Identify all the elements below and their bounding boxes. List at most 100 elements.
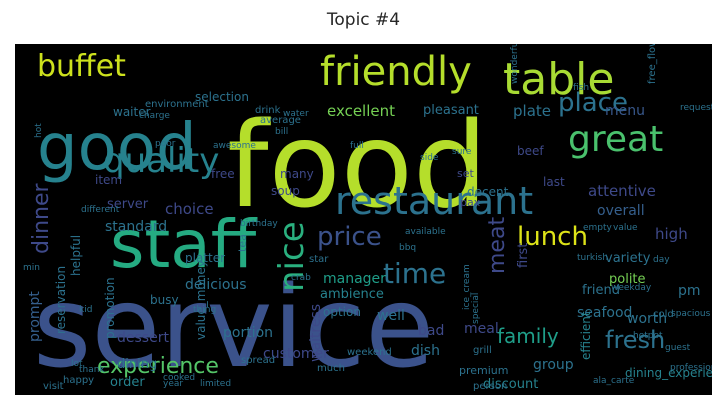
word-time: time <box>383 257 447 290</box>
word-birthday: birthday <box>240 219 278 229</box>
word-different: different <box>81 205 120 215</box>
word-dining-experience: dining_experience <box>625 366 712 380</box>
word-kid: kid <box>79 305 93 315</box>
word-hot: hot <box>34 123 44 138</box>
word-restaurant: restaurant <box>335 179 534 223</box>
word-soup: soup <box>271 184 300 198</box>
word-price: price <box>317 222 382 252</box>
word-customer: customer <box>263 346 329 362</box>
word-fish: fish <box>573 83 590 93</box>
word-portion: portion <box>223 325 274 341</box>
word-good: good <box>37 111 197 185</box>
word-decent: decent <box>467 185 509 199</box>
word-dining: dining <box>117 357 158 372</box>
word-drink: drink <box>255 105 281 116</box>
word-sure: sure <box>452 147 472 157</box>
word-item: item <box>95 173 123 187</box>
word-food: food <box>227 96 488 234</box>
word-meat: meat <box>485 216 510 274</box>
word-overall: overall <box>597 203 645 219</box>
word-variety: variety <box>605 251 651 266</box>
word-selection: selection <box>195 90 249 104</box>
word-bad: bad <box>418 323 445 339</box>
word-weekend: weekend <box>347 347 392 358</box>
word-buffet: buffet <box>37 49 126 84</box>
word-full: full <box>350 141 364 151</box>
word-plate: plate <box>513 102 551 120</box>
word-first: first <box>516 242 531 268</box>
word-value: value <box>613 223 638 233</box>
word-poor: poor <box>155 139 176 149</box>
word-many: many <box>280 167 314 181</box>
word-empty: empty <box>583 223 612 233</box>
word-spread: spread <box>241 355 276 366</box>
word-spacious: spacious <box>671 309 711 319</box>
word-crab: crab <box>291 273 311 283</box>
word-day: day <box>653 255 670 265</box>
word-place: place <box>558 88 628 118</box>
word-last: last <box>543 175 565 189</box>
word-staff: staff <box>110 206 257 283</box>
word-high: high <box>655 225 688 243</box>
word-beef: beef <box>517 144 544 158</box>
word-well: well <box>377 308 405 324</box>
word-dessert: dessert <box>117 330 169 346</box>
word-seafood: seafood <box>577 305 633 321</box>
word-server: server <box>107 197 149 212</box>
word-option: option <box>323 305 361 319</box>
word-year: year <box>163 379 184 389</box>
word-standard: standard <box>105 219 168 235</box>
word-table: table <box>503 54 615 105</box>
word-hotpot: hotpot <box>633 331 663 341</box>
word-special: special <box>471 292 481 324</box>
word-thank: thank <box>79 365 105 375</box>
word-side: side <box>420 153 439 163</box>
word-min: min <box>23 263 40 273</box>
word-manager: manager <box>323 271 386 287</box>
word-free: free <box>211 167 235 181</box>
word-helpful: helpful <box>69 234 83 276</box>
word-free-flow: free_flow <box>647 44 658 84</box>
word-limited: limited <box>200 379 232 389</box>
word-order: order <box>110 375 145 390</box>
word-choice: choice <box>165 200 214 218</box>
word-fresh: fresh <box>605 326 666 354</box>
word-ambience: ambience <box>320 287 384 302</box>
word-prompt: prompt <box>27 291 43 342</box>
word-attentive: attentive <box>588 182 656 200</box>
word-person: person <box>473 381 508 392</box>
word-busy: busy <box>150 293 179 307</box>
word-dish: dish <box>411 343 440 359</box>
word-premium: premium <box>459 364 509 377</box>
word-promotion: promotion <box>103 277 117 339</box>
word-grill: grill <box>473 345 492 356</box>
word-awesome: awesome <box>213 141 256 151</box>
word-waiter: waiter <box>113 105 151 119</box>
word-meal: meal <box>464 321 499 337</box>
word-request: request <box>680 103 712 113</box>
word-menu: menu <box>605 103 645 119</box>
word-cold: cold <box>653 309 674 320</box>
word-charge: charge <box>139 111 170 121</box>
word-friend: friend <box>582 283 621 298</box>
word-family: family <box>497 324 559 348</box>
word-great: great <box>568 119 664 160</box>
word-discount: discount <box>483 377 539 392</box>
word-ala-carte: ala_carte <box>593 376 635 386</box>
word-water: water <box>283 109 309 119</box>
word-lunch: lunch <box>517 222 588 252</box>
word-polite: polite <box>609 272 646 287</box>
word-bill: bill <box>275 127 289 137</box>
word-excellent: excellent <box>327 102 396 120</box>
word-friendly: friendly <box>320 49 472 95</box>
word-bbq: bbq <box>399 243 417 253</box>
word-much: much <box>317 363 345 374</box>
word-visit: visit <box>43 381 64 392</box>
word-pm: pm <box>678 283 701 299</box>
word-thing: thing <box>193 305 217 315</box>
page-title: Topic #4 <box>326 10 401 30</box>
word-ice-cream: ice_cream <box>462 264 472 310</box>
word-value-money: value_money <box>194 260 208 340</box>
word-guest: guest <box>665 343 691 353</box>
word-cloud: food service staff good friendly table restaur… <box>15 44 712 395</box>
